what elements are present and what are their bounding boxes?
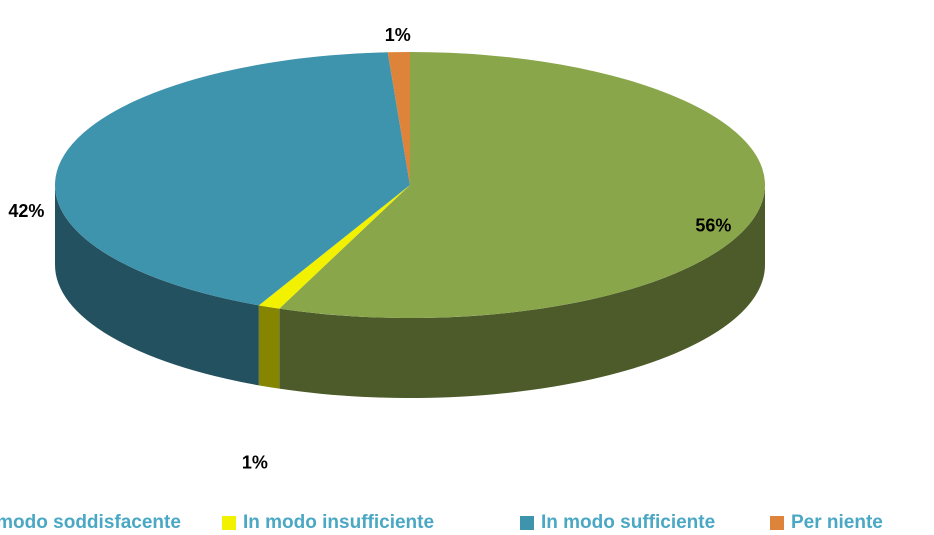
data-label: 42% <box>8 201 44 221</box>
data-label: 1% <box>385 25 411 45</box>
slice <box>258 185 410 309</box>
sides <box>55 185 765 398</box>
legend-swatch <box>770 516 784 530</box>
slice-side <box>258 305 280 389</box>
slice-side <box>55 185 259 386</box>
legend-swatch <box>520 516 534 530</box>
slice <box>54 52 410 306</box>
slice <box>279 52 765 318</box>
legend-label: In modo insufficiente <box>243 512 434 533</box>
legend-label: Per niente <box>791 512 883 533</box>
slice-side <box>279 185 765 398</box>
data-label: 1% <box>242 453 268 473</box>
data-label: 56% <box>695 215 731 235</box>
legend-label: In modo sufficiente <box>541 512 715 533</box>
slice <box>387 52 410 185</box>
legend-label: In modo soddisfacente <box>0 512 181 533</box>
legend-swatch <box>222 516 236 530</box>
